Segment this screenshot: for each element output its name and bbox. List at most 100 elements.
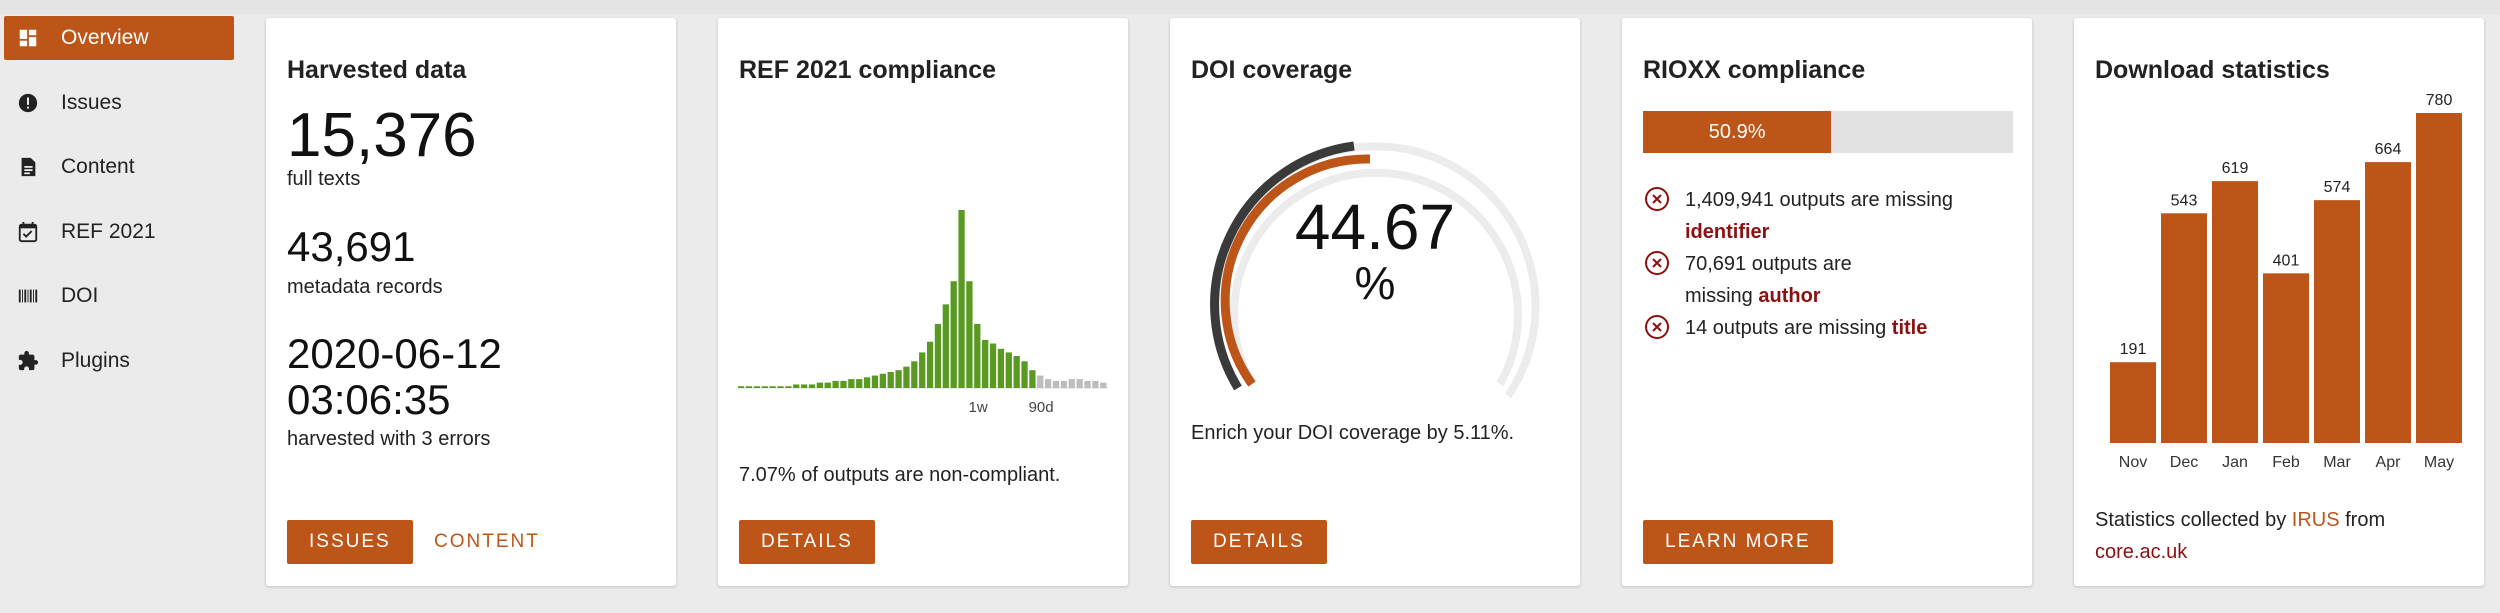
- bar-apr: [2365, 162, 2411, 444]
- rioxx-compliance-card: RIOXX compliance 50.9% 1,409,941 outputs…: [1622, 18, 2032, 586]
- histogram-bar: [903, 366, 910, 388]
- x-tick-label: May: [2424, 454, 2454, 471]
- dashboard-icon: [14, 24, 42, 52]
- histogram-bar: [785, 386, 792, 388]
- histogram-bar: [1052, 380, 1060, 388]
- sidebar-item-label: DOI: [61, 284, 99, 307]
- sidebar: Overview Issues Content REF 2021 DOI Plu…: [0, 16, 240, 403]
- sidebar-item-issues[interactable]: Issues: [4, 81, 234, 125]
- histogram-bar: [974, 323, 981, 388]
- histogram-bar: [856, 379, 863, 388]
- sidebar-item-overview[interactable]: Overview: [4, 16, 234, 60]
- doi-details-button[interactable]: DETAILS: [1191, 520, 1327, 564]
- harvest-date: 2020-06-12: [287, 330, 502, 377]
- x-tick-label: Apr: [2376, 454, 2402, 471]
- ref-summary: 7.07% of outputs are non-compliant.: [739, 464, 1061, 486]
- histogram-bar: [816, 382, 823, 388]
- doi-percentage-value: 44.67: [1294, 191, 1456, 263]
- histogram-bar: [753, 386, 761, 388]
- gauge-track-inner: [1230, 168, 1522, 386]
- irus-link[interactable]: IRUS: [2291, 509, 2340, 531]
- histogram-bar: [1021, 361, 1028, 388]
- doi-coverage-gauge: [1210, 141, 1540, 399]
- histogram-bar: [1005, 352, 1012, 388]
- card-title: REF 2021 compliance: [739, 56, 997, 84]
- histogram-bar: [863, 377, 871, 388]
- sidebar-item-label: Plugins: [61, 348, 130, 372]
- sidebar-item-plugins[interactable]: Plugins: [4, 339, 234, 383]
- rioxx-progress-bar: 50.9%: [1643, 111, 2013, 153]
- barcode-icon: [14, 282, 42, 310]
- histogram-bar: [738, 386, 745, 388]
- histogram-bar: [1013, 355, 1020, 388]
- document-icon: [14, 153, 42, 181]
- histogram-bar: [1092, 380, 1099, 388]
- sidebar-item-content[interactable]: Content: [4, 145, 234, 189]
- full-texts-count: 15,376: [287, 101, 477, 170]
- harvest-errors-label: harvested with 3 errors: [287, 428, 491, 450]
- doi-percentage-unit: %: [1354, 257, 1396, 309]
- histogram-bar: [989, 343, 997, 388]
- x-tick-label: Nov: [2119, 454, 2147, 471]
- bar-dec: [2161, 213, 2207, 443]
- issue-field: identifier: [1685, 221, 1770, 243]
- histogram-bar: [926, 341, 934, 388]
- top-bar: [0, 0, 2500, 14]
- puzzle-icon: [14, 347, 42, 375]
- bar-jan: [2212, 181, 2258, 443]
- calendar-check-icon: [14, 218, 42, 246]
- doi-coverage-card: DOI coverage 44.67 % Enrich your DOI cov…: [1170, 18, 1580, 586]
- stats-suffix: from: [2345, 509, 2386, 531]
- full-texts-label: full texts: [287, 168, 361, 190]
- sidebar-item-label: Overview: [61, 26, 149, 49]
- bar-value-label: 401: [2273, 252, 2300, 269]
- sidebar-item-ref-2021[interactable]: REF 2021: [4, 210, 234, 254]
- rioxx-issue-identifier: 1,409,941 outputs are missing identifier: [1643, 184, 2013, 248]
- download-stats-note: Statistics collected by IRUS from core.a…: [2095, 504, 2465, 568]
- issue-prefix: 14 outputs are missing: [1685, 317, 1887, 339]
- histogram-bar: [761, 386, 768, 388]
- histogram-bar: [958, 210, 965, 388]
- bar-may: [2416, 113, 2462, 443]
- issues-button[interactable]: ISSUES: [287, 520, 413, 564]
- histogram-bar: [793, 384, 800, 388]
- card-title: RIOXX compliance: [1643, 56, 1866, 84]
- histogram-bar: [934, 323, 942, 388]
- x-tick-label: Feb: [2272, 454, 2300, 471]
- histogram-tick-label: 90d: [1029, 399, 1054, 416]
- histogram-bar: [997, 348, 1005, 388]
- histogram-bar: [919, 352, 926, 388]
- error-circle-icon: [1645, 315, 1669, 339]
- error-circle-icon: [1645, 251, 1669, 275]
- histogram-bar: [1060, 380, 1068, 388]
- content-button[interactable]: CONTENT: [434, 531, 540, 552]
- histogram-bar: [879, 373, 886, 388]
- histogram-bar: [840, 380, 847, 388]
- x-tick-label: Jan: [2222, 454, 2248, 471]
- card-title: Download statistics: [2095, 56, 2330, 84]
- doi-enrich-text: Enrich your DOI coverage by 5.11%.: [1191, 422, 1515, 444]
- ref-details-button[interactable]: DETAILS: [739, 520, 875, 564]
- core-link[interactable]: core.ac.uk: [2095, 541, 2188, 563]
- histogram-bar: [777, 386, 784, 388]
- error-circle-icon: [1645, 187, 1669, 211]
- card-title: Harvested data: [287, 56, 467, 84]
- histogram-bar: [950, 281, 957, 388]
- gauge-orange-arc: [1220, 154, 1371, 387]
- histogram-bar: [887, 371, 894, 388]
- histogram-bar: [895, 370, 902, 388]
- sidebar-item-label: REF 2021: [61, 219, 156, 243]
- sidebar-item-doi[interactable]: DOI: [4, 274, 234, 318]
- issue-field: title: [1891, 317, 1928, 339]
- bar-value-label: 574: [2324, 179, 2351, 196]
- rioxx-issue-author: 70,691 outputs are missing author: [1643, 248, 2013, 312]
- bar-value-label: 780: [2426, 92, 2453, 109]
- bar-value-label: 664: [2375, 141, 2402, 158]
- alert-circle-icon: [14, 89, 42, 117]
- learn-more-button[interactable]: LEARN MORE: [1643, 520, 1833, 564]
- bar-value-label: 543: [2171, 192, 2198, 209]
- download-statistics-card: Download statistics 191 Nov 543 Dec 619 Jan 40…: [2074, 18, 2484, 586]
- issue-field: author: [1758, 285, 1821, 307]
- histogram-bar: [800, 384, 808, 388]
- bar-feb: [2263, 273, 2309, 443]
